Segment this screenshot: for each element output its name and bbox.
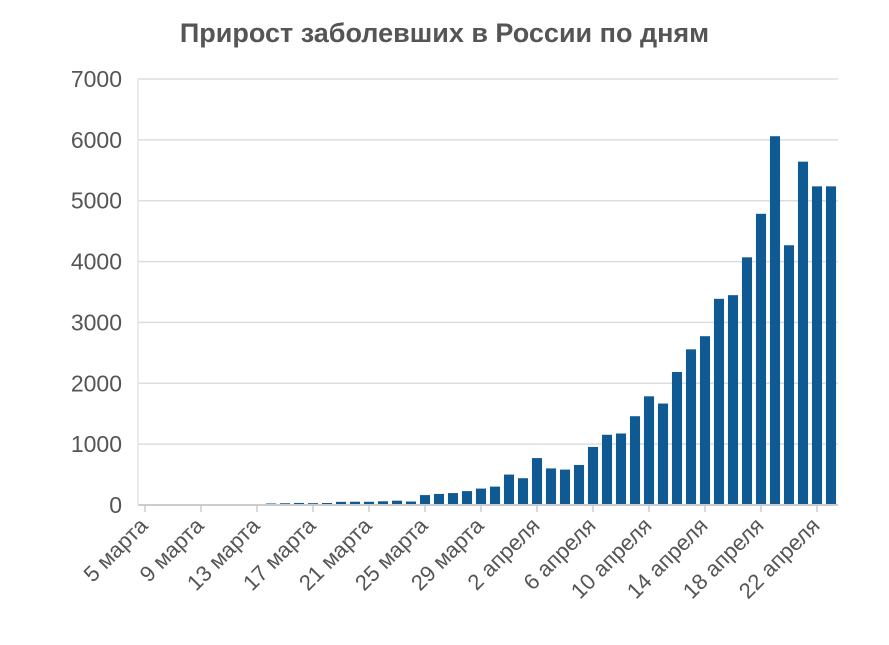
bar	[755, 213, 767, 506]
bar	[657, 403, 669, 505]
bars	[139, 136, 837, 506]
bar	[741, 257, 753, 505]
bar	[391, 500, 403, 505]
axes	[137, 79, 838, 512]
bar	[335, 501, 347, 505]
bar	[377, 501, 389, 505]
bar	[517, 478, 529, 505]
bar	[545, 468, 557, 505]
bar	[671, 371, 683, 505]
bar	[811, 186, 823, 505]
y-tick-label: 5000	[71, 188, 122, 214]
bar	[587, 446, 599, 505]
bar	[531, 458, 543, 505]
bar	[503, 474, 515, 505]
bar	[293, 502, 305, 505]
y-tick-label: 6000	[71, 127, 122, 153]
chart-title: Прирост заболевших в России по дням	[179, 18, 710, 48]
bar	[573, 464, 585, 505]
bar	[713, 298, 725, 505]
bar	[797, 161, 809, 505]
bar	[783, 245, 795, 505]
y-tick-label: 0	[109, 492, 122, 518]
bar	[489, 486, 501, 505]
gridlines	[138, 78, 838, 445]
bar	[433, 493, 445, 505]
y-tick-label: 1000	[71, 431, 122, 457]
bar	[405, 501, 417, 505]
bar	[559, 469, 571, 505]
bar	[461, 491, 473, 505]
bar	[727, 295, 739, 505]
bar	[699, 336, 711, 505]
bar	[321, 502, 333, 505]
bar	[475, 488, 487, 505]
bar	[615, 433, 627, 505]
bar	[447, 493, 459, 505]
bar	[629, 416, 641, 505]
y-tick-label: 4000	[71, 249, 122, 275]
y-tick-label: 3000	[71, 309, 122, 335]
bar	[769, 136, 781, 505]
bar	[685, 349, 697, 505]
bar	[825, 186, 837, 505]
y-tick-label: 2000	[71, 370, 122, 396]
y-tick-label: 7000	[71, 66, 122, 92]
bar	[601, 434, 613, 505]
y-axis-ticks: 0 1000 2000 3000 4000 5000 6000 7000	[71, 66, 122, 518]
bar	[643, 396, 655, 505]
bar	[349, 501, 361, 505]
bar	[419, 495, 431, 505]
bar	[363, 501, 375, 505]
